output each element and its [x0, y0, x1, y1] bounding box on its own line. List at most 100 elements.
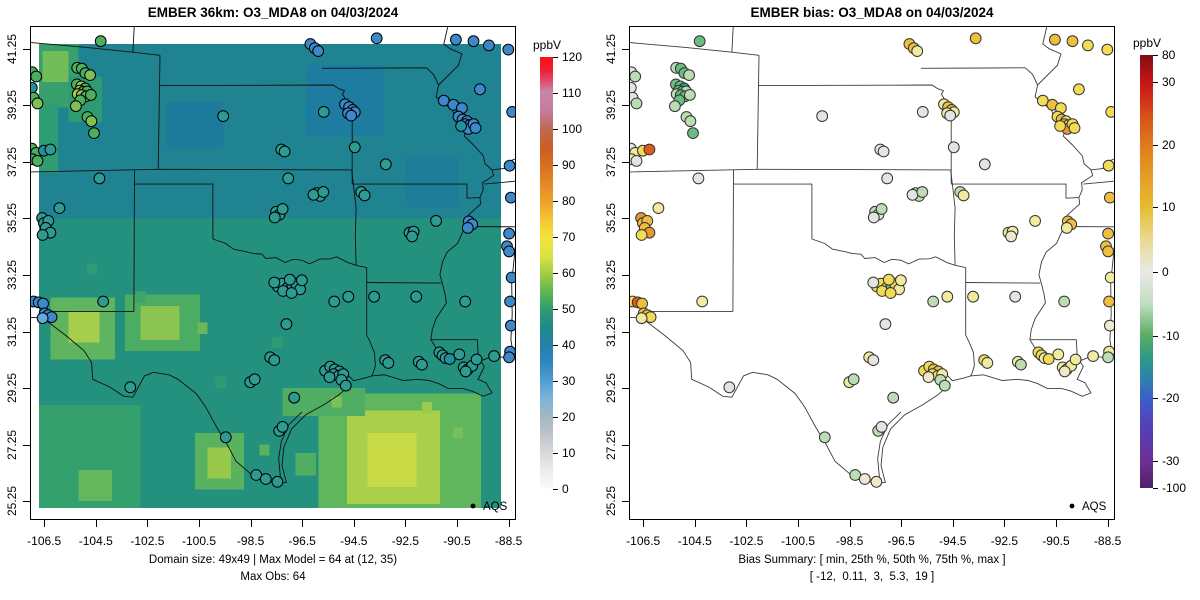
- y-axis-tick: [622, 105, 629, 107]
- colorbar-tick-label: -30: [1162, 454, 1180, 469]
- aqs-site-dot: [818, 431, 831, 444]
- bias-map-svg: AQS: [630, 27, 1114, 513]
- x-axis-tick-label: -104.5: [78, 534, 113, 548]
- aqs-site-dot: [483, 39, 495, 52]
- aqs-site-dot: [636, 297, 649, 310]
- model-colorbar: [540, 57, 553, 489]
- y-axis-tick-label: 37.25: [5, 146, 19, 177]
- x-axis-tick-label: -92.5: [990, 534, 1019, 548]
- colorbar-tick: [1153, 488, 1158, 489]
- aqs-site-dot: [342, 290, 355, 303]
- x-axis-tick: [95, 520, 97, 527]
- aqs-site-dot: [505, 191, 515, 204]
- aqs-site-dot: [282, 172, 295, 185]
- x-axis-tick-label: -88.5: [494, 534, 523, 548]
- aqs-site-dot: [630, 81, 637, 94]
- aqs-site-dot: [916, 106, 929, 118]
- aqs-site-dot: [1029, 215, 1042, 227]
- aqs-site-dot: [1052, 348, 1065, 361]
- aqs-site-dot: [1102, 227, 1114, 240]
- aqs-site-dot: [36, 229, 49, 241]
- colorbar-tick-label: 90: [562, 158, 576, 172]
- colorbar-tick-label: -10: [1162, 328, 1180, 343]
- aqs-site-dot: [941, 290, 954, 303]
- colorbar-tick-label: 50: [562, 301, 576, 316]
- colorbar-tick-label: 30: [1162, 74, 1176, 89]
- aqs-site-dot: [328, 295, 341, 308]
- aqs-site-dot: [967, 290, 980, 303]
- colorbar-unit-label: ppbV: [532, 38, 562, 52]
- aqs-site-dot: [31, 70, 43, 83]
- aqs-site-dot: [1102, 159, 1114, 172]
- aqs-site-dot: [410, 290, 423, 303]
- y-axis-tick-label: 39.25: [604, 90, 618, 121]
- aqs-site-dot: [630, 70, 642, 83]
- aqs-site-dot: [504, 295, 515, 308]
- colorbar-tick: [553, 489, 558, 490]
- aqs-site-dot: [276, 421, 289, 433]
- x-axis-tick: [643, 520, 645, 527]
- y-axis-tick: [622, 275, 629, 277]
- bias-caption-line2: [ -12, 0.11, 3, 5.3, 19 ]: [809, 571, 935, 583]
- model-map-svg: AQS: [31, 27, 515, 513]
- aqs-site-dot: [643, 143, 656, 156]
- aqs-site-dot: [382, 357, 395, 369]
- aqs-site-dot: [84, 69, 96, 81]
- aqs-site-dot: [470, 353, 483, 366]
- model-caption-line1: Domain size: 49x49 | Max Model = 64 at (…: [148, 554, 398, 566]
- aqs-site-dot: [271, 475, 284, 488]
- aqs-site-dot: [268, 276, 281, 289]
- aqs-site-dot: [345, 109, 358, 122]
- colorbar-tick: [553, 165, 558, 166]
- colorbar-tick: [553, 237, 558, 238]
- x-axis-tick: [508, 520, 510, 527]
- y-axis-tick-label: 31.25: [604, 316, 618, 347]
- y-axis-tick: [23, 161, 30, 163]
- aqs-site-dot: [1060, 222, 1073, 234]
- aqs-site-dot: [503, 245, 515, 258]
- x-axis-tick: [456, 520, 458, 527]
- aqs-site-dot: [31, 81, 38, 94]
- aqs-site-dot: [1101, 43, 1114, 56]
- colorbar-tick-label: 100: [562, 122, 583, 136]
- aqs-site-dot: [268, 211, 281, 224]
- aqs-site-dot: [93, 172, 106, 185]
- aqs-site-dot: [683, 69, 695, 81]
- colorbar-tick: [553, 92, 558, 94]
- bias-colorbar: [1140, 55, 1153, 488]
- x-axis-tick: [1055, 520, 1057, 527]
- x-axis-tick-label: -96.5: [887, 534, 915, 548]
- aqs-site-dot: [669, 100, 681, 113]
- aqs-site-dot: [348, 141, 361, 154]
- aqs-site-dot: [416, 358, 428, 371]
- aqs-legend: AQS: [1069, 501, 1107, 513]
- aqs-site-dot: [31, 97, 44, 110]
- aqs-site-dots: [630, 32, 1114, 488]
- x-axis-tick: [302, 520, 304, 527]
- aqs-site-dot: [875, 203, 888, 215]
- y-axis-tick-label: 33.25: [604, 260, 618, 291]
- y-axis-tick-label: 35.25: [604, 203, 618, 234]
- aqs-site-dot: [922, 371, 935, 384]
- colorbar-tick: [1153, 398, 1158, 400]
- colorbar-unit-label: ppbV: [1132, 36, 1162, 50]
- aqs-site-dot: [459, 365, 472, 378]
- x-axis-tick: [1004, 520, 1006, 527]
- x-axis-tick-label: -94.5: [340, 534, 368, 548]
- colorbar-tick: [553, 345, 558, 346]
- x-axis-tick-label: -102.5: [729, 534, 764, 548]
- aqs-site-dot: [276, 203, 289, 215]
- y-axis-tick: [23, 444, 30, 446]
- aqs-site-dot: [502, 43, 515, 56]
- colorbar-tick-label: 120: [562, 50, 583, 64]
- x-axis-tick-label: -96.5: [288, 534, 316, 548]
- aqs-site-dot: [927, 295, 940, 308]
- aqs-legend-dot: [1069, 503, 1075, 509]
- aqs-site-dot: [31, 155, 44, 167]
- aqs-site-dot: [635, 312, 648, 325]
- aqs-site-dot: [248, 373, 261, 386]
- bias-map-plot: AQS: [629, 26, 1115, 520]
- x-axis-tick-label: -98.5: [236, 534, 265, 548]
- colorbar-tick-label: 40: [562, 338, 576, 352]
- y-axis-tick: [23, 48, 30, 50]
